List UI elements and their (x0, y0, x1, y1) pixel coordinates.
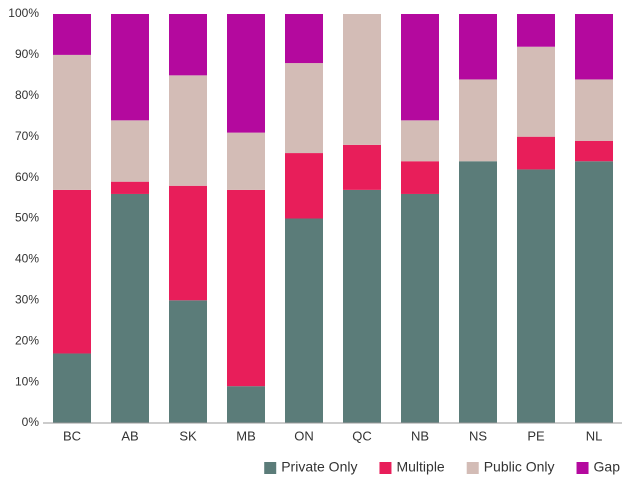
bar-segment (285, 218, 323, 423)
bar-segment (575, 79, 613, 141)
legend-label: Multiple (396, 459, 444, 475)
x-tick-label: PE (527, 428, 545, 443)
bar-segment (227, 132, 265, 190)
bar-segment (343, 189, 381, 423)
x-tick-label: AB (121, 428, 138, 443)
bar-segment (517, 46, 555, 137)
y-tick-label: 80% (15, 88, 39, 102)
bar-segment (111, 14, 149, 121)
bar-segment (343, 14, 381, 145)
bar-segment (111, 181, 149, 194)
bar-segment (459, 79, 497, 162)
bar-segment (227, 189, 265, 387)
bar-segment (285, 153, 323, 219)
bar-segment (285, 14, 323, 64)
bar-segment (111, 120, 149, 182)
bar-segment (53, 14, 91, 55)
legend-swatch (576, 462, 589, 474)
legend-label: Public Only (484, 459, 555, 475)
y-tick-label: 30% (15, 292, 39, 306)
bar-segment (169, 300, 207, 423)
bar-segment (517, 136, 555, 170)
bar-segment (53, 353, 91, 423)
y-tick-label: 50% (15, 211, 39, 225)
y-tick-label: 100% (8, 6, 39, 20)
legend-label: Gap (594, 459, 621, 475)
bar-segment (401, 161, 439, 194)
bar-segment (517, 14, 555, 47)
bar-segment (459, 14, 497, 80)
legend-label: Private Only (281, 459, 357, 475)
x-tick-label: NL (586, 428, 603, 443)
bar-segment (575, 14, 613, 80)
y-tick-label: 60% (15, 170, 39, 184)
x-tick-label: SK (179, 428, 197, 443)
y-tick-label: 70% (15, 129, 39, 143)
x-tick-label: NB (411, 428, 429, 443)
y-tick-label: 90% (15, 47, 39, 61)
bar-segment (53, 189, 91, 354)
y-tick-label: 0% (22, 415, 40, 429)
bar-segment (285, 63, 323, 154)
bar-segment (343, 144, 381, 190)
x-tick-label: MB (236, 428, 256, 443)
x-tick-label: BC (63, 428, 81, 443)
bar-segment (517, 169, 555, 423)
x-tick-label: QC (352, 428, 372, 443)
legend-swatch (379, 462, 392, 474)
bar-segment (169, 75, 207, 186)
bar-segment (575, 161, 613, 424)
bar-segment (401, 14, 439, 121)
bar-segment (169, 185, 207, 301)
bar-segment (53, 54, 91, 190)
bar-segment (459, 161, 497, 424)
y-tick-label: 20% (15, 333, 39, 347)
bar-segment (227, 386, 265, 423)
x-tick-label: ON (294, 428, 314, 443)
x-tick-label: NS (469, 428, 487, 443)
legend-swatch (264, 462, 277, 474)
legend-swatch (466, 462, 479, 474)
y-tick-label: 40% (15, 252, 39, 266)
bar-segment (227, 14, 265, 133)
bar-segment (401, 193, 439, 423)
bar-segment (169, 14, 207, 76)
bar-segment (111, 193, 149, 423)
y-tick-label: 10% (15, 374, 39, 388)
bar-segment (575, 140, 613, 162)
bar-segment (401, 120, 439, 162)
